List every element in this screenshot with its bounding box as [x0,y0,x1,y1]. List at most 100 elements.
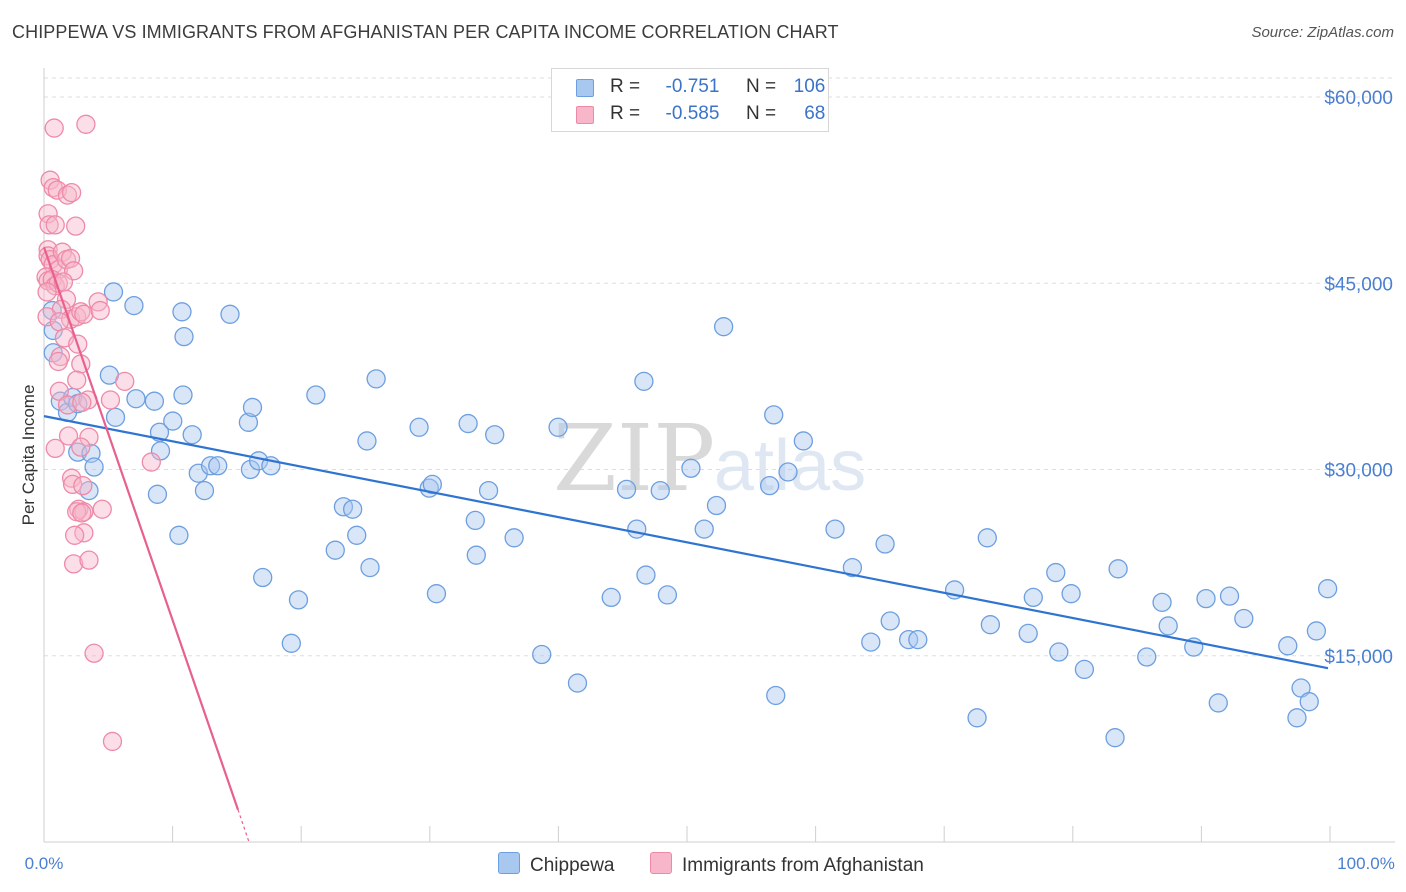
afghan-point [79,550,99,570]
chippewa-point [1158,616,1178,636]
x-tick-label-end: 100.0% [1337,854,1395,873]
chippewa-point [1046,562,1066,583]
afghan-point [67,370,87,390]
chippewa-point [426,584,447,604]
chippewa-point [1049,642,1069,662]
afghan-point [37,307,57,327]
x-ticks [43,826,1331,842]
legend-r-label: R = [610,76,641,97]
afghan-point [141,452,161,472]
chippewa-point [208,456,228,476]
series-legend-afghan: Immigrants from Afghanistan [650,852,924,877]
chippewa-point [1018,623,1038,644]
series-legend-chippewa: Chippewa [498,852,615,877]
series-label-afghan: Immigrants from Afghanistan [682,855,924,876]
y-tick-label: $45,000 [1324,274,1393,295]
afghan-point [72,392,92,413]
chippewa-point [188,463,208,483]
chippewa-point [616,479,637,500]
chippewa-point [713,317,734,337]
legend-r-label: R = [610,103,641,124]
chippewa-point [967,708,987,728]
afghan-point [72,503,92,523]
chippewa-point [1287,708,1307,728]
chippewa-point [875,534,895,554]
afghan-point [71,437,91,457]
watermark-atlas: atlas [714,426,866,506]
chippewa-point [567,673,588,693]
y-tick-label: $60,000 [1324,88,1393,109]
afghan-point [39,215,59,235]
afghan-point [44,118,64,138]
afghan-point [76,114,96,134]
chippewa-point [634,371,654,391]
chart-title: CHIPPEWA VS IMMIGRANTS FROM AFGHANISTAN … [12,22,839,42]
legend-n-value: 68 [804,103,826,124]
afghan-point [45,215,65,235]
y-tick-label: $30,000 [1324,461,1393,482]
afghan-point [100,390,121,410]
afghan-point [71,302,91,322]
chippewa-point [825,519,845,539]
trend-lines [42,246,1329,843]
afghan-point [92,499,112,519]
chippewa-point [1317,579,1338,599]
chippewa-point [980,615,1001,635]
afghan-point [79,427,99,447]
legend-n-label: N = [745,76,777,97]
afghan-point [84,643,104,663]
chippewa-point [124,295,144,316]
afghan-point [61,182,82,203]
chippewa-point [238,412,259,432]
afghan-point [62,474,83,495]
chippewa-point [908,629,928,650]
chippewa-point [636,565,656,585]
axes [43,68,1395,843]
chippewa-point [144,391,165,411]
afghan-point [73,475,93,496]
chippewa-point [357,431,377,451]
chippewa-point [347,525,367,545]
chippewa-point [466,545,486,565]
chippewa-point [842,557,863,578]
legend-swatch-blue [576,79,594,97]
chippewa-point [1278,636,1298,656]
chippewa-point [1234,608,1254,629]
chippewa-point [657,585,678,605]
chippewa-points [42,282,1338,748]
chippewa-point [1306,621,1327,641]
chippewa-point [759,475,780,496]
chippewa-point [173,385,193,405]
afghan-point [60,248,81,269]
chippewa-point [766,685,786,706]
legend-n-label: N = [745,103,777,124]
chippewa-point [1074,659,1095,680]
series-legend: Chippewa Immigrants from Afghanistan [0,852,1406,880]
chippewa-point [169,525,189,545]
chippewa-point [281,633,301,653]
source-label: Source: ZipAtlas.com [1251,24,1394,41]
chippewa-point [1299,692,1319,712]
chippewa-point [306,385,326,405]
afghan-point [49,312,69,332]
chippewa-point [200,456,221,476]
afghan-point [65,525,85,545]
afghan-points [36,114,161,752]
chippewa-point [532,644,552,665]
afghan-point [90,300,110,321]
chippewa-point [84,457,104,477]
chippewa-point [325,540,345,560]
chippewa-point [650,480,670,501]
afghan-point [63,554,84,574]
chippewa-point [126,389,146,409]
chippewa-point [174,326,194,347]
chippewa-point [288,590,309,610]
chippewa-point [548,417,568,437]
afghan-point [66,216,86,236]
chippewa-point [977,528,997,548]
watermark: ZIP atlas [553,405,866,512]
legend-r-value: -0.585 [665,103,720,124]
chippewa-point [1196,588,1216,609]
chippewa-point [147,484,168,504]
